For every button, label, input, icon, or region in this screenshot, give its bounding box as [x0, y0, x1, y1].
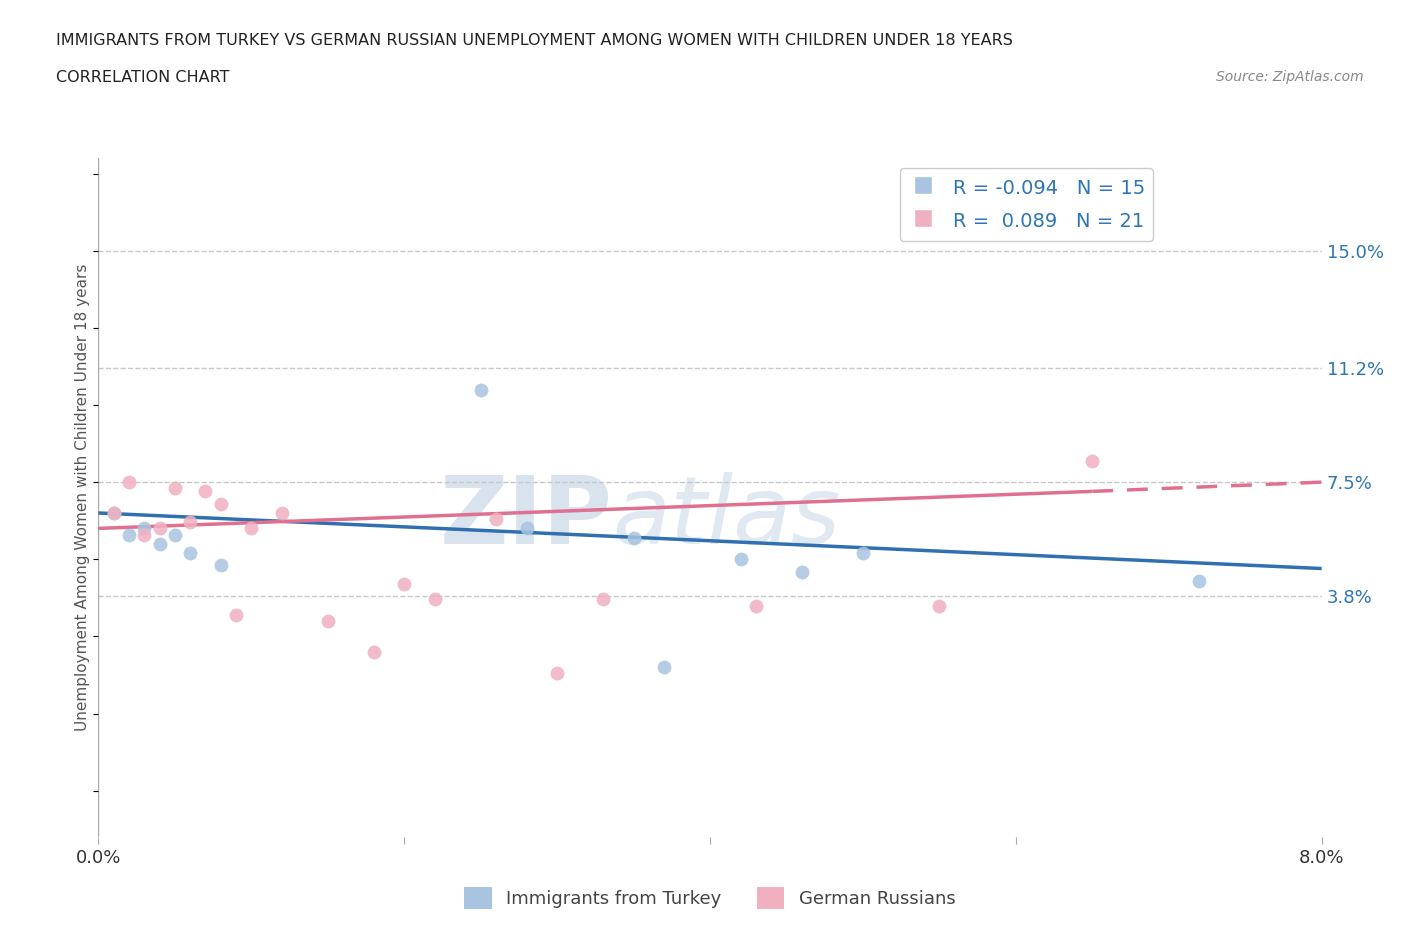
Y-axis label: Unemployment Among Women with Children Under 18 years: Unemployment Among Women with Children U…: [75, 264, 90, 731]
Text: CORRELATION CHART: CORRELATION CHART: [56, 70, 229, 85]
Point: [470, 382, 492, 397]
Point: [790, 565, 813, 579]
Text: atlas: atlas: [612, 472, 841, 564]
Point: [149, 521, 172, 536]
Point: [546, 666, 568, 681]
Point: [316, 614, 339, 629]
Point: [103, 506, 125, 521]
Point: [103, 506, 125, 521]
Point: [485, 512, 508, 526]
Point: [209, 558, 232, 573]
Text: ZIP: ZIP: [439, 472, 612, 564]
Point: [423, 592, 446, 607]
Point: [225, 607, 247, 622]
Point: [730, 551, 752, 566]
Point: [163, 527, 186, 542]
Point: [652, 660, 675, 675]
Point: [928, 598, 950, 613]
Point: [163, 481, 186, 496]
Point: [1081, 453, 1104, 468]
Text: Source: ZipAtlas.com: Source: ZipAtlas.com: [1216, 70, 1364, 84]
Point: [745, 598, 768, 613]
Point: [149, 537, 172, 551]
Point: [134, 527, 156, 542]
Point: [592, 592, 614, 607]
Point: [1188, 574, 1211, 589]
Point: [134, 521, 156, 536]
Point: [392, 577, 416, 591]
Point: [623, 530, 645, 545]
Point: [194, 484, 217, 498]
Point: [240, 521, 263, 536]
Legend: Immigrants from Turkey, German Russians: Immigrants from Turkey, German Russians: [457, 880, 963, 916]
Point: [118, 474, 141, 489]
Point: [118, 527, 141, 542]
Point: [363, 644, 385, 659]
Point: [179, 546, 201, 561]
Text: IMMIGRANTS FROM TURKEY VS GERMAN RUSSIAN UNEMPLOYMENT AMONG WOMEN WITH CHILDREN : IMMIGRANTS FROM TURKEY VS GERMAN RUSSIAN…: [56, 33, 1014, 47]
Point: [209, 497, 232, 512]
Point: [179, 515, 201, 530]
Point: [516, 521, 538, 536]
Point: [270, 506, 294, 521]
Point: [852, 546, 875, 561]
